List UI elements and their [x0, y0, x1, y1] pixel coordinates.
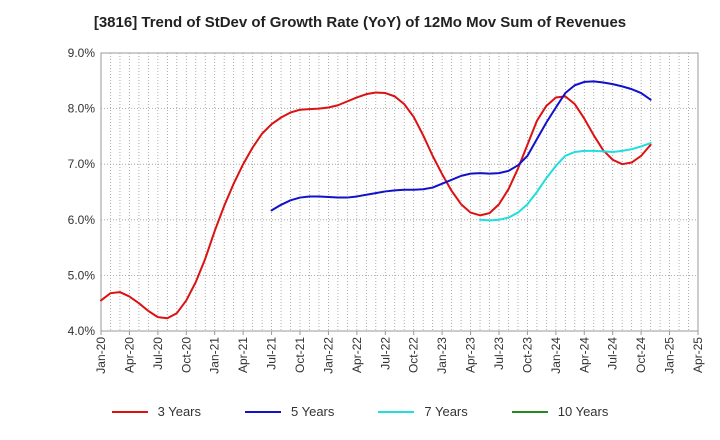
legend-item-3-years: 3 Years	[111, 404, 201, 419]
x-tick-label: Jul-20	[151, 337, 165, 370]
legend-swatch	[111, 410, 148, 413]
series-line-3-years	[100, 91, 652, 320]
series-layer	[100, 80, 652, 320]
plot-frame	[100, 52, 699, 332]
x-tick-label: Jul-21	[265, 337, 279, 370]
axis-layer: 4.0% 5.0% 6.0% 7.0% 8.0% 9.0% Jan-20 Apr-20 Jul-…	[68, 46, 705, 374]
x-tick-label: Apr-24	[577, 337, 591, 373]
y-tick-label: 8.0%	[68, 102, 96, 116]
x-tick-label: Jul-22	[378, 337, 392, 370]
legend-swatch	[245, 410, 281, 413]
x-tick-label: Oct-24	[634, 337, 648, 373]
legend-item-5-years: 5 Years	[245, 404, 334, 419]
x-tick-label: Apr-20	[122, 337, 136, 373]
x-tick-label: Oct-23	[520, 337, 534, 373]
series-line-7-years	[479, 142, 652, 222]
legend-swatch	[511, 410, 548, 413]
legend-swatch	[378, 410, 415, 413]
y-tick-label: 4.0%	[68, 324, 96, 338]
x-tick-label: Apr-25	[691, 337, 705, 373]
x-tick-label: Apr-23	[464, 337, 478, 373]
legend-label: 7 Years	[424, 404, 468, 419]
x-tick-label: Jul-23	[492, 337, 506, 370]
legend-label: 3 Years	[157, 404, 201, 419]
x-tick-label: Apr-21	[236, 337, 250, 373]
grid-layer	[101, 53, 698, 331]
x-tick-label: Apr-22	[350, 337, 364, 373]
legend-label: 10 Years	[557, 404, 609, 419]
x-tick-label: Jan-22	[321, 337, 335, 374]
legend: 3 Years 5 Years 7 Years 10 Years	[0, 404, 720, 419]
x-tick-label: Jan-25	[663, 337, 677, 374]
y-tick-label: 9.0%	[68, 46, 96, 60]
y-tick-label: 5.0%	[68, 268, 96, 282]
y-tick-label: 6.0%	[68, 213, 96, 227]
x-tick-label: Jan-21	[208, 337, 222, 374]
x-tick-label: Oct-21	[293, 337, 307, 373]
legend-item-7-years: 7 Years	[378, 404, 468, 419]
x-tick-label: Jan-23	[435, 337, 449, 374]
legend-item-10-years: 10 Years	[511, 404, 609, 419]
x-tick-label: Oct-22	[407, 337, 421, 373]
x-tick-label: Oct-20	[179, 337, 193, 373]
x-tick-label: Jul-24	[606, 337, 620, 370]
legend-label: 5 Years	[291, 404, 335, 419]
y-tick-label: 7.0%	[68, 157, 96, 171]
x-tick-label: Jan-24	[549, 337, 563, 374]
x-tick-label: Jan-20	[94, 337, 108, 374]
series-line-5-years	[270, 80, 652, 212]
chart-title: [3816] Trend of StDev of Growth Rate (Yo…	[93, 14, 627, 31]
